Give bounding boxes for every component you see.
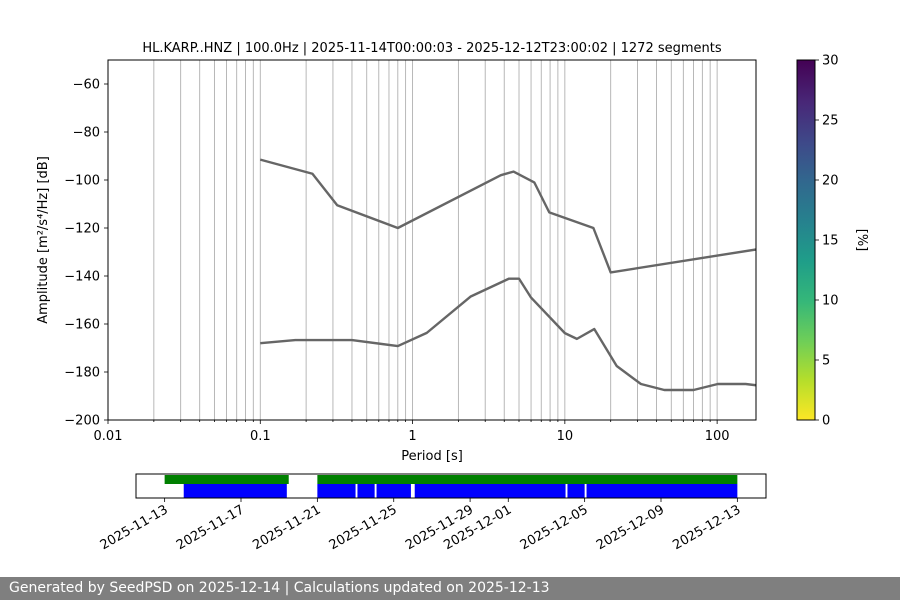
colorbar-tick-label: 5 <box>822 354 830 369</box>
y-tick-label: −80 <box>73 126 100 141</box>
timeline-tick-label: 2025-11-21 <box>250 502 323 553</box>
psd-availability-bar <box>414 484 566 498</box>
y-tick-label: −200 <box>64 414 100 429</box>
footer: Generated by SeedPSD on 2025-12-14 | Cal… <box>0 577 900 600</box>
x-axis: 0.01 0.1 1 10 100 <box>94 420 730 444</box>
psd-availability-bar <box>586 484 738 498</box>
nlnm-curve <box>260 277 756 392</box>
timeline-frame <box>135 473 767 499</box>
y-tick-label: −180 <box>64 366 100 381</box>
figure: HL.KARP..HNZ | 100.0Hz | 2025-11-14T00:0… <box>36 41 869 553</box>
y-tick-label: −100 <box>64 174 100 189</box>
psd-availability-bar <box>567 484 585 498</box>
x-axis-label: Period [s] <box>401 449 463 464</box>
timeline-tick-label: 2025-11-17 <box>174 502 247 553</box>
timeline-tick-label: 2025-11-25 <box>327 502 400 553</box>
data-availability-bar <box>317 475 738 484</box>
y-tick-label: −60 <box>73 78 100 93</box>
psd-availability-bar <box>357 484 375 498</box>
plot-area <box>108 60 756 420</box>
chart-title: HL.KARP..HNZ | 100.0Hz | 2025-11-14T00:0… <box>142 41 722 56</box>
colorbar-tick-label: 30 <box>822 54 839 69</box>
data-availability-bar <box>164 475 289 484</box>
x-tick-label: 100 <box>705 429 730 444</box>
colorbar-tick-label: 25 <box>822 114 839 129</box>
colorbar <box>796 59 816 421</box>
colorbar-axis: 0 5 10 15 20 25 30 <box>815 54 839 429</box>
timeline-tick-label: 2025-12-05 <box>518 502 591 553</box>
x-tick-label: 0.1 <box>250 429 271 444</box>
reference-curves <box>259 158 756 392</box>
plot-frame <box>107 59 757 421</box>
y-axis: −200 −180 −160 −140 −120 −100 −80 −60 <box>64 78 108 429</box>
timeline-axis: 2025-11-13 2025-11-17 2025-11-21 2025-11-25… <box>98 498 743 553</box>
colorbar-label: [%] <box>854 229 869 252</box>
y-tick-label: −160 <box>64 318 100 333</box>
x-tick-label: 10 <box>557 429 574 444</box>
psd-availability-bar <box>317 484 356 498</box>
x-tick-label: 1 <box>408 429 416 444</box>
nhnm-curve <box>259 158 756 274</box>
x-tick-label: 0.01 <box>94 429 123 444</box>
colorbar-tick-label: 15 <box>822 234 839 249</box>
colorbar-tick-label: 0 <box>822 414 830 429</box>
y-axis-label: Amplitude [m²/s⁴/Hz] [dB] <box>36 156 51 324</box>
timeline-tick-label: 2025-12-09 <box>594 502 667 553</box>
timeline-bars <box>164 475 738 498</box>
timeline-tick-label: 2025-12-13 <box>670 502 743 553</box>
y-tick-label: −140 <box>64 270 100 285</box>
vertical-grid <box>108 60 718 420</box>
psd-availability-bar <box>376 484 411 498</box>
y-tick-label: −120 <box>64 222 100 237</box>
footer-text: Generated by SeedPSD on 2025-12-14 | Cal… <box>9 580 550 596</box>
colorbar-tick-label: 20 <box>822 174 839 189</box>
timeline-tick-label: 2025-11-13 <box>98 502 171 553</box>
psd-availability-bar <box>183 484 287 498</box>
colorbar-tick-label: 10 <box>822 294 839 309</box>
